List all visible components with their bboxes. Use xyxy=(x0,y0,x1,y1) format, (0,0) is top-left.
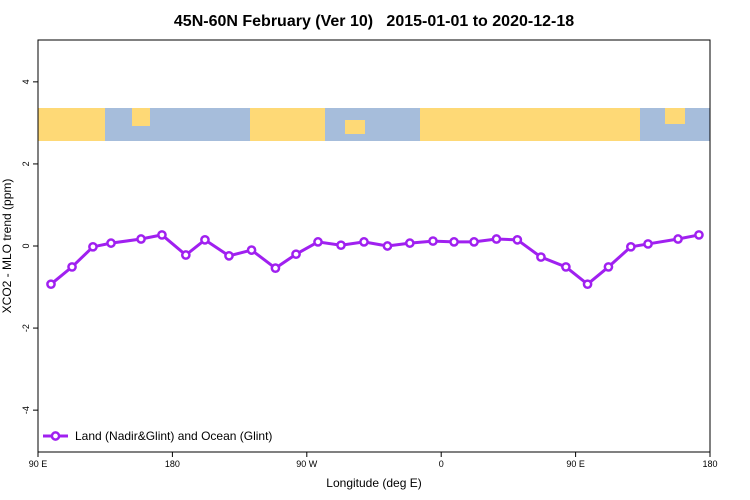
y-tick-label: -4 xyxy=(21,406,31,414)
y-tick-label: 2 xyxy=(21,161,31,166)
map-land xyxy=(665,108,685,124)
chart-title: 45N-60N February (Ver 10) 2015-01-01 to … xyxy=(174,13,574,30)
map-ocean xyxy=(325,108,420,141)
x-tick-label: 180 xyxy=(165,459,180,469)
x-axis-label: Longitude (deg E) xyxy=(326,476,421,490)
map-land xyxy=(132,108,150,126)
series-point xyxy=(491,234,502,244)
series-point xyxy=(336,240,346,251)
series-point xyxy=(270,263,281,274)
series-point xyxy=(67,262,77,272)
map-band xyxy=(38,108,710,141)
series-point xyxy=(200,234,210,245)
series-point xyxy=(106,238,116,248)
series-point xyxy=(359,237,369,247)
map-ocean xyxy=(105,108,250,141)
x-tick-label: 0 xyxy=(439,459,444,469)
series-point xyxy=(449,237,459,247)
series-point xyxy=(626,241,636,252)
x-tick-label: 90 E xyxy=(29,459,48,469)
series-point xyxy=(180,250,191,260)
series-point xyxy=(246,245,257,255)
legend-marker xyxy=(50,431,61,441)
series-point xyxy=(224,250,234,261)
series-point xyxy=(643,239,653,249)
series-point xyxy=(428,236,438,246)
series-point xyxy=(469,237,479,247)
x-tick-label: 90 E xyxy=(566,459,585,469)
series-point xyxy=(157,230,167,240)
series-point xyxy=(536,252,546,262)
series-point xyxy=(136,234,146,244)
series-point xyxy=(46,279,56,290)
series-point xyxy=(694,230,704,240)
y-tick-label: 0 xyxy=(21,243,31,248)
y-tick-label: -2 xyxy=(21,324,31,332)
series-point xyxy=(673,234,683,244)
series-point xyxy=(561,262,571,272)
legend-label: Land (Nadir&Glint) and Ocean (Glint) xyxy=(75,429,272,443)
series-point xyxy=(313,237,323,247)
x-tick-label: 180 xyxy=(702,459,717,469)
y-tick-label: 4 xyxy=(21,79,31,84)
series-point xyxy=(382,241,393,251)
series-point xyxy=(603,262,614,272)
series-line xyxy=(50,233,700,287)
series-point xyxy=(512,234,523,245)
y-axis-label: XCO2 - MLO trend (ppm) xyxy=(0,179,14,314)
map-land xyxy=(345,120,365,134)
series-point xyxy=(582,279,593,290)
plot-frame xyxy=(37,39,711,453)
series-point xyxy=(291,249,301,260)
x-tick-label: 90 W xyxy=(296,459,318,469)
series-point xyxy=(88,241,98,252)
series-point xyxy=(404,238,415,248)
